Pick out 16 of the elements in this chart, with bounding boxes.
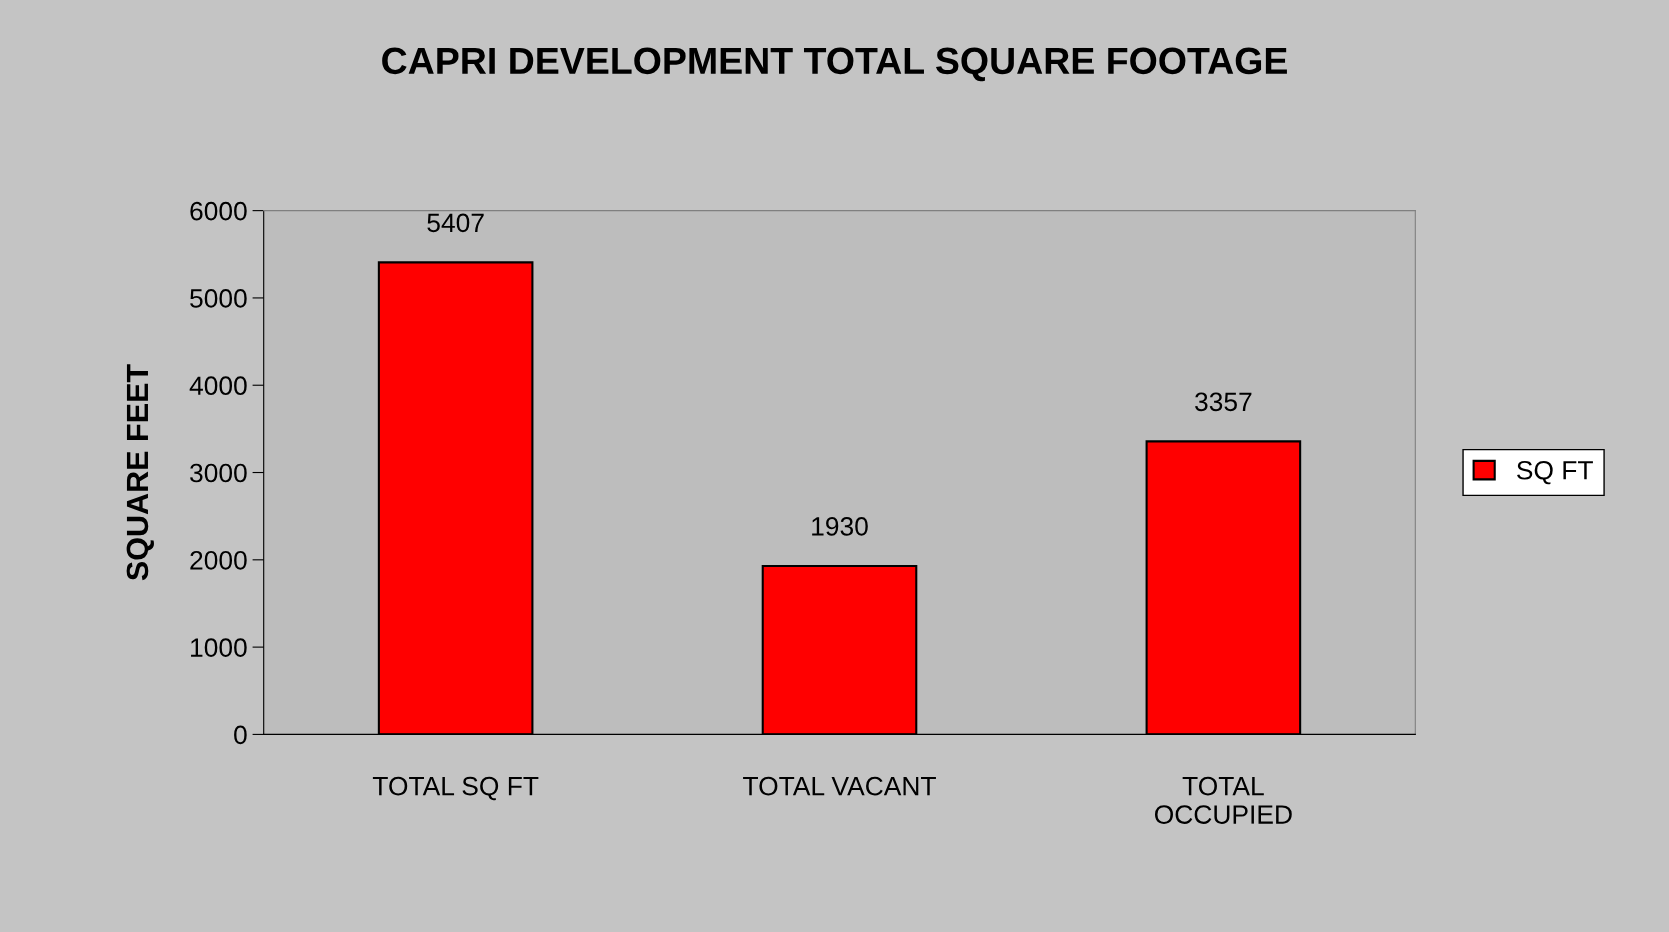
data-label: 5407 [427, 213, 484, 233]
y-tick-label: 1000 [191, 638, 247, 657]
legend-label: SQ FT [1517, 460, 1593, 485]
x-tick-label: TOTAL SQ FT [372, 776, 539, 801]
x-tick-label: TOTAL VACANT [743, 776, 936, 796]
y-tick-label: 4000 [189, 376, 247, 396]
y-axis-title: SQUARE FEET [126, 364, 154, 581]
y-tick-label: 0 [234, 725, 247, 745]
y-tick-label: 5000 [190, 289, 247, 308]
y-tick-label: 3000 [190, 463, 247, 483]
y-tick-label: 6000 [190, 201, 247, 221]
chart-title: CAPRI DEVELOPMENT TOTAL SQUARE FOOTAGE [382, 47, 1287, 82]
data-label: 3357 [1195, 392, 1252, 412]
y-tick-label: 2000 [190, 550, 247, 570]
data-label: 1930 [812, 517, 868, 536]
x-tick-label: TOTAL OCCUPIED [1154, 776, 1292, 824]
